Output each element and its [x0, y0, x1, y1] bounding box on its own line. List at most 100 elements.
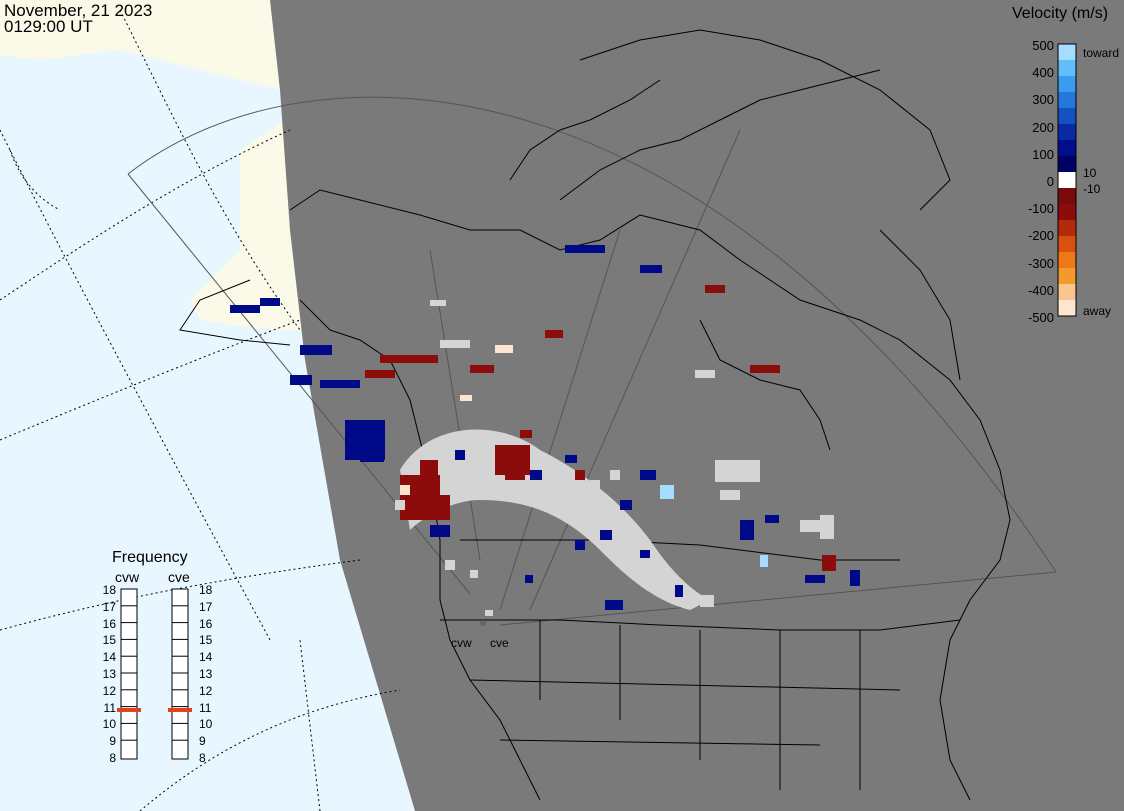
colorbar-segment [1058, 124, 1076, 141]
velocity-cell [660, 485, 674, 499]
velocity-cell [415, 495, 450, 520]
colorbar-segment [1058, 44, 1076, 61]
velocity-cell [715, 460, 760, 482]
velocity-cell [520, 430, 532, 438]
velocity-cell [525, 575, 533, 583]
legend-tick: 300 [1032, 92, 1054, 108]
colorbar-segment [1058, 60, 1076, 77]
frequency-tick-right: 8 [199, 751, 206, 765]
velocity-cell [455, 450, 465, 460]
velocity-cell [575, 540, 585, 550]
frequency-tick-right: 16 [199, 616, 213, 631]
frequency-tick-left: 12 [102, 683, 116, 698]
velocity-cell [640, 550, 650, 558]
velocity-cell [260, 298, 280, 306]
velocity-cell [445, 560, 455, 570]
velocity-cell [530, 470, 542, 480]
velocity-cell [760, 555, 768, 567]
velocity-cell [300, 345, 332, 355]
colorbar-segment [1058, 76, 1076, 93]
frequency-tick-left: 13 [102, 667, 116, 681]
legend-tick: 0 [1046, 174, 1054, 189]
frequency-title: Frequency [112, 549, 188, 566]
frequency-tick-left: 8 [109, 751, 116, 765]
frequency-tick-right: 18 [199, 583, 213, 597]
velocity-cell [400, 485, 410, 495]
velocity-cells [230, 245, 860, 616]
frequency-tick-left: 14 [102, 650, 116, 665]
legend-tick: -400 [1027, 282, 1054, 298]
legend-tick: 100 [1032, 146, 1054, 162]
velocity-cell [620, 500, 632, 510]
velocity-cell [575, 470, 585, 480]
legend-title: Velocity (m/s) [1012, 5, 1109, 22]
velocity-cell [600, 530, 612, 540]
velocity-cell [565, 455, 577, 463]
legend-tick: -300 [1027, 255, 1054, 271]
frequency-tick-left: 11 [103, 700, 116, 715]
velocity-cell [610, 470, 620, 480]
toward-label: toward [1083, 46, 1120, 60]
frequency-tick-left: 10 [102, 717, 116, 732]
velocity-cell [700, 595, 714, 607]
velocity-cell [765, 515, 779, 523]
velocity-cell [850, 570, 860, 586]
velocity-cell [485, 610, 493, 616]
velocity-cell [750, 365, 780, 373]
legend-tick: -100 [1027, 201, 1054, 217]
legend-tick: 200 [1032, 119, 1054, 135]
velocity-cell [470, 365, 494, 373]
velocity-cell [545, 330, 563, 338]
velocity-cell [675, 585, 683, 597]
velocity-cell [495, 345, 513, 353]
velocity-cell [365, 370, 395, 378]
velocity-cell [505, 460, 525, 480]
site-label-cve: cve [490, 636, 509, 650]
legend-tick: -500 [1027, 310, 1054, 325]
velocity-cell [695, 370, 715, 378]
colorbar-segment [1058, 140, 1076, 157]
velocity-cell [480, 440, 492, 454]
velocity-cell [720, 490, 740, 500]
frequency-tick-left: 16 [102, 616, 116, 631]
frequency-tick-right: 9 [199, 734, 206, 749]
velocity-cell [590, 480, 600, 490]
frequency-tick-right: 15 [199, 633, 213, 648]
radar-name-cve: cve [168, 569, 190, 585]
frequency-tick-right: 17 [199, 599, 213, 614]
time-label: 0129:00 UT [4, 17, 93, 36]
velocity-cell [605, 600, 623, 610]
lat-lon-grid [0, 9, 401, 811]
velocity-cell [460, 395, 472, 401]
frequency-tick-right: 12 [199, 683, 213, 698]
colorbar-segment [1058, 284, 1076, 301]
frequency-tick-left: 15 [102, 633, 116, 648]
velocity-cell [290, 375, 312, 385]
velocity-cell [320, 380, 360, 388]
velocity-cell [395, 500, 405, 510]
velocity-cell [410, 355, 438, 363]
colorbar-frame [1057, 43, 1077, 317]
date-label: November, 21 2023 [4, 1, 153, 20]
velocity-cell [430, 525, 450, 537]
legend-tick: 400 [1032, 65, 1054, 81]
colorbar-segment [1058, 252, 1076, 269]
groundscatter-band [400, 429, 710, 610]
frequency-gauge-cvw [120, 588, 138, 760]
velocity-cell [640, 470, 656, 480]
colorbar-segment [1058, 92, 1076, 109]
coastlines [179, 29, 1011, 801]
legend-pos-small: 10 [1083, 166, 1097, 180]
velocity-cell [820, 515, 834, 539]
velocity-cell [230, 305, 260, 313]
site-label-cvw: cvw [451, 636, 472, 650]
velocity-cell [380, 355, 420, 363]
frequency-tick-right: 14 [199, 650, 213, 665]
colorbar-segment [1058, 172, 1076, 189]
velocity-cell [705, 285, 725, 293]
radar-name-cvw: cvw [115, 569, 140, 585]
frequency-tick-right: 10 [199, 717, 213, 732]
colorbar-segment [1058, 188, 1076, 205]
